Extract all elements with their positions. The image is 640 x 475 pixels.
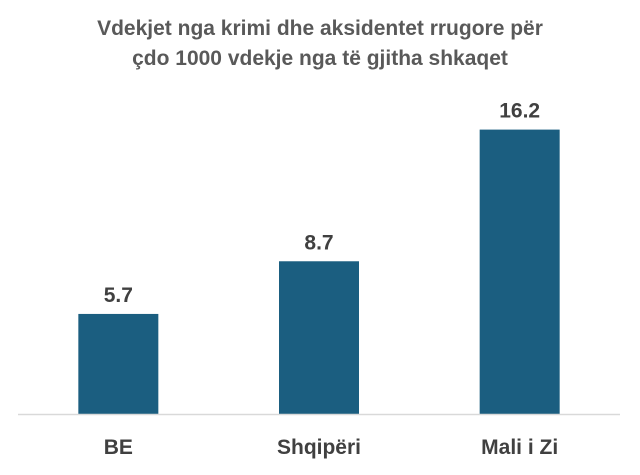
bar-2: [479, 129, 560, 414]
data-label-2: 16.2: [499, 100, 540, 123]
chart-title: Vdekjet nga krimi dhe aksidentet rrugore…: [0, 14, 640, 74]
chart-title-line-1: Vdekjet nga krimi dhe aksidentet rrugore…: [97, 17, 543, 40]
data-label-1: 8.7: [304, 231, 333, 254]
chart-title-line-2: çdo 1000 vdekje nga të gjitha shkaqet: [132, 47, 508, 70]
bar-1: [279, 261, 359, 414]
data-label-0: 5.7: [104, 284, 133, 307]
bar-0: [78, 313, 159, 414]
category-label-1: Shqipëri: [277, 436, 361, 459]
category-label-0: BE: [104, 436, 133, 459]
category-label-2: Mali i Zi: [481, 436, 558, 459]
